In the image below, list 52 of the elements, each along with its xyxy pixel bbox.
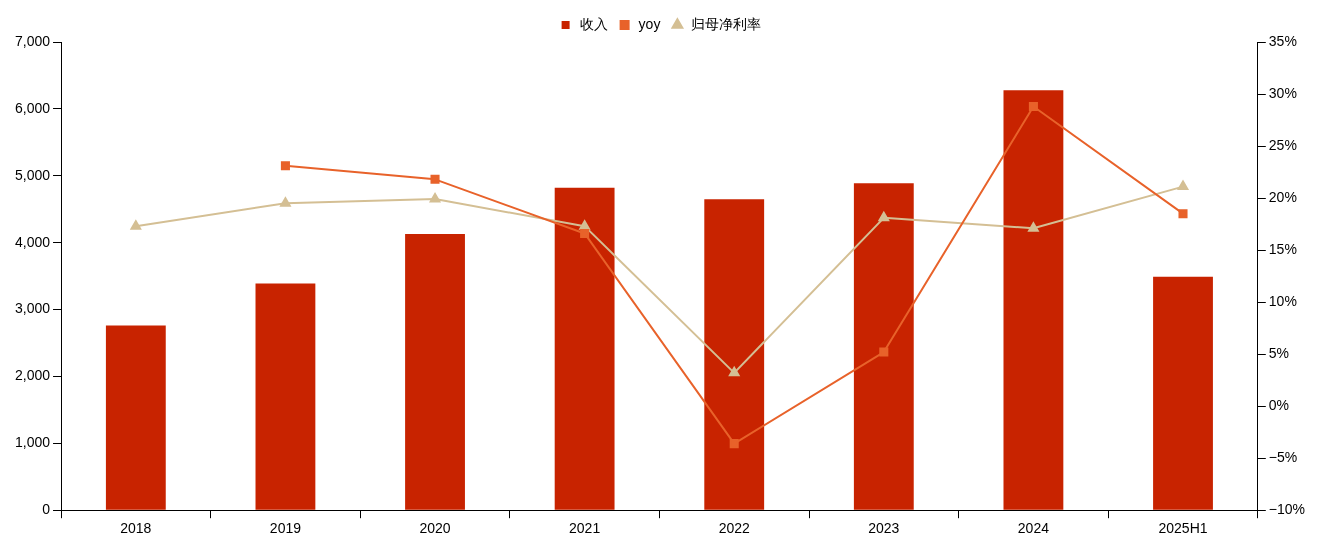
x-tick-label: 2018: [120, 520, 152, 537]
bar: [105, 325, 166, 510]
point: [1028, 222, 1039, 232]
bar: [255, 283, 316, 510]
legend-label: 归母净利率: [691, 15, 762, 32]
y2-tick-label: 35%: [1268, 32, 1297, 49]
x-tick-label: 2025H1: [1158, 520, 1208, 537]
point: [579, 220, 590, 230]
y-tick-label: 7,000: [14, 32, 51, 49]
x-tick-label: 2021: [569, 520, 601, 537]
point: [729, 439, 739, 449]
y-tick-label: 2,000: [14, 367, 51, 384]
point: [1028, 101, 1038, 112]
y-tick-label: 4,000: [14, 233, 51, 250]
y-tick-label: 3,000: [14, 300, 51, 317]
y-tick-label: 6,000: [14, 99, 51, 116]
y2-tick-label: 25%: [1268, 136, 1297, 153]
y2-tick-label: 10%: [1268, 292, 1297, 309]
x-tick-label: 2020: [419, 520, 451, 537]
point: [130, 220, 142, 230]
bar: [405, 233, 465, 510]
x-tick-label: 2024: [1017, 520, 1050, 537]
y2-tick-label: −5%: [1268, 449, 1298, 466]
bar: [853, 183, 914, 510]
point: [280, 197, 291, 207]
y-tick-label: 5,000: [14, 166, 51, 183]
legend-label: 收入: [579, 15, 608, 32]
legend-label: yoy: [638, 15, 661, 32]
point: [580, 228, 590, 238]
bar: [1153, 276, 1213, 510]
x-tick-label: 2023: [868, 520, 900, 537]
y2-tick-label: −10%: [1268, 501, 1306, 518]
y2-tick-label: 30%: [1268, 84, 1297, 101]
y2-tick-label: 15%: [1268, 240, 1297, 257]
point: [1177, 180, 1189, 191]
bar: [1003, 90, 1064, 510]
point: [878, 211, 890, 222]
bar: [554, 187, 615, 510]
y-tick-label: 0: [42, 501, 51, 518]
y-tick-label: 1,000: [14, 434, 51, 451]
x-tick-label: 2019: [269, 520, 302, 537]
y2-tick-label: 5%: [1268, 344, 1290, 361]
point: [280, 161, 290, 171]
x-tick-label: 2022: [718, 520, 750, 537]
point: [429, 193, 441, 203]
point: [1178, 209, 1188, 219]
point: [430, 174, 440, 184]
y2-tick-label: 0%: [1268, 397, 1290, 414]
point: [879, 347, 889, 357]
y2-tick-label: 20%: [1268, 188, 1297, 205]
point: [728, 366, 740, 377]
bar: [704, 199, 765, 510]
